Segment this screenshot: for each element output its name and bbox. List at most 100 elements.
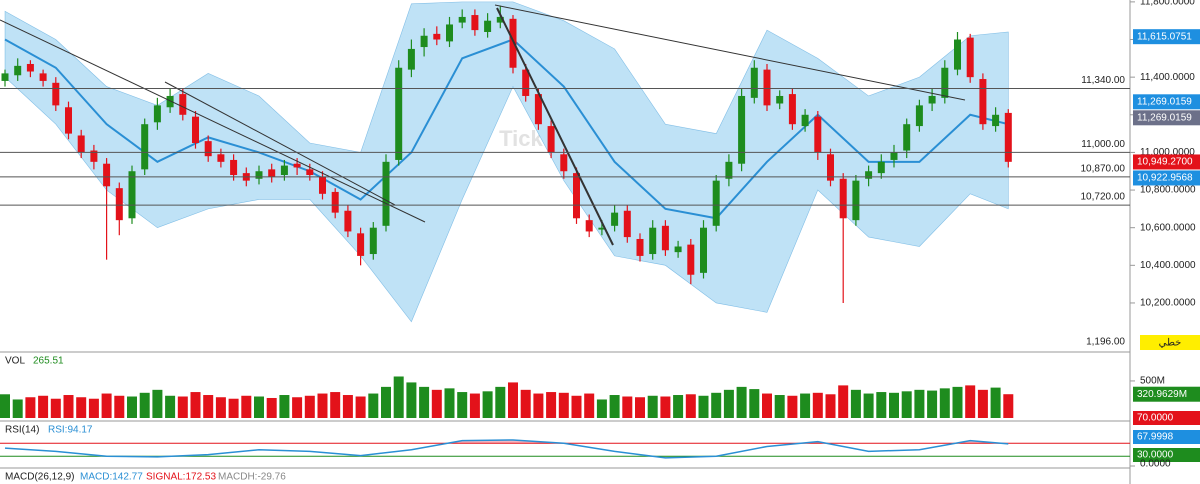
candle-body bbox=[573, 173, 580, 219]
volume-bar bbox=[114, 395, 125, 418]
volume-bar bbox=[266, 397, 277, 418]
candle-body bbox=[471, 15, 479, 31]
volume-bar bbox=[76, 397, 87, 418]
candle-body bbox=[306, 169, 314, 175]
volume-bar bbox=[457, 392, 468, 418]
volume-bar bbox=[101, 393, 112, 418]
volume-bar bbox=[165, 395, 176, 418]
candle-body bbox=[230, 159, 238, 175]
volume-bar bbox=[495, 386, 506, 418]
candle-body bbox=[204, 141, 212, 157]
volume-bar bbox=[88, 398, 99, 418]
bottom-label: 1,196.00 bbox=[1086, 337, 1125, 348]
candle-body bbox=[496, 16, 504, 23]
candle-body bbox=[611, 212, 619, 226]
candle-body bbox=[522, 69, 530, 96]
candle-body bbox=[458, 16, 466, 23]
candle-body bbox=[763, 69, 771, 106]
volume-tag-label: 320.9629M bbox=[1137, 389, 1187, 400]
volume-bar bbox=[25, 397, 36, 418]
volume-bar bbox=[990, 387, 1001, 418]
candle-body bbox=[395, 67, 403, 160]
volume-bar bbox=[12, 399, 23, 418]
candle-body bbox=[115, 188, 123, 221]
volume-bar bbox=[825, 394, 836, 418]
volume-bar bbox=[304, 395, 315, 418]
mode-tag-label[interactable]: خطي bbox=[1159, 338, 1182, 349]
candle-body bbox=[560, 154, 568, 172]
volume-bar bbox=[749, 389, 760, 418]
volume-bar bbox=[622, 396, 633, 418]
level-label: 10,720.00 bbox=[1081, 192, 1126, 203]
candle-body bbox=[128, 171, 136, 219]
volume-bar bbox=[571, 395, 582, 418]
mode-tag[interactable] bbox=[1140, 335, 1200, 350]
volume-bar bbox=[1003, 394, 1014, 418]
level-label: 10,870.00 bbox=[1081, 164, 1126, 175]
price-tag-label: 11,269.0159 bbox=[1137, 96, 1192, 107]
macdh-reading: MACDH:-29.76 bbox=[218, 472, 286, 483]
candle-body bbox=[255, 171, 263, 179]
volume-bar bbox=[431, 389, 442, 418]
volume-bar bbox=[368, 393, 379, 418]
volume-bar bbox=[711, 392, 722, 418]
candle-body bbox=[280, 165, 288, 175]
candle-body bbox=[738, 95, 746, 164]
candle-body bbox=[77, 135, 85, 153]
y-tick-label: 11,000.0000 bbox=[1140, 147, 1195, 158]
y-tick-label: 10,800.0000 bbox=[1140, 185, 1196, 196]
volume-bar bbox=[635, 397, 645, 418]
volume-bar bbox=[952, 386, 963, 418]
candle-body bbox=[217, 154, 225, 162]
candle-body bbox=[623, 210, 631, 238]
y-tick-label: 0.0000 bbox=[1140, 459, 1171, 470]
candle-body bbox=[369, 227, 377, 255]
volume-bar bbox=[596, 399, 607, 418]
signal-reading: SIGNAL:172.53 bbox=[146, 472, 216, 483]
price-tag bbox=[1133, 29, 1200, 45]
price-tag-label: 11,615.0751 bbox=[1137, 31, 1192, 42]
candle-body bbox=[534, 94, 542, 125]
volume-bar bbox=[736, 386, 747, 418]
rsi-line bbox=[4, 439, 1009, 459]
candle-body bbox=[268, 169, 276, 177]
candle-body bbox=[420, 35, 428, 48]
volume-bar bbox=[419, 386, 430, 418]
price-tag-label: 10,922.9568 bbox=[1137, 173, 1193, 184]
candle-body bbox=[103, 163, 111, 187]
volume-bar bbox=[673, 395, 684, 418]
candle-body bbox=[65, 107, 72, 134]
rsi-title: RSI(14) bbox=[5, 425, 39, 436]
volume-bar bbox=[609, 395, 620, 418]
volume-bar bbox=[787, 395, 798, 418]
rsi-tag-label: 67.9998 bbox=[1137, 432, 1174, 443]
candle-body bbox=[954, 39, 961, 70]
volume-bar bbox=[177, 396, 188, 418]
volume-bar bbox=[139, 392, 150, 418]
candle-body bbox=[865, 171, 873, 179]
volume-bar bbox=[393, 376, 404, 418]
candle-body bbox=[382, 161, 390, 226]
candle-body bbox=[598, 227, 606, 230]
volume-bar bbox=[469, 393, 480, 418]
macd-reading: MACD:142.77 bbox=[80, 472, 143, 483]
candle-body bbox=[509, 18, 517, 68]
volume-bar bbox=[762, 393, 772, 418]
volume-bar bbox=[38, 395, 49, 418]
candle-body bbox=[14, 65, 22, 76]
candle-body bbox=[700, 227, 707, 273]
candle-body bbox=[319, 176, 326, 194]
volume-bar bbox=[901, 391, 912, 418]
candle-body bbox=[39, 73, 47, 81]
volume-bar bbox=[63, 395, 74, 418]
macd-title: MACD(26,12,9) bbox=[5, 472, 74, 483]
candle-body bbox=[331, 191, 339, 213]
vol-title: VOL bbox=[5, 356, 25, 367]
volume-bar bbox=[850, 389, 861, 418]
volume-bar bbox=[0, 394, 10, 418]
rsi-tag-label: 70.0000 bbox=[1137, 413, 1174, 424]
candle-body bbox=[585, 220, 593, 232]
y-tick-label: 11,400.0000 bbox=[1140, 72, 1195, 83]
volume-tag bbox=[1133, 386, 1200, 402]
